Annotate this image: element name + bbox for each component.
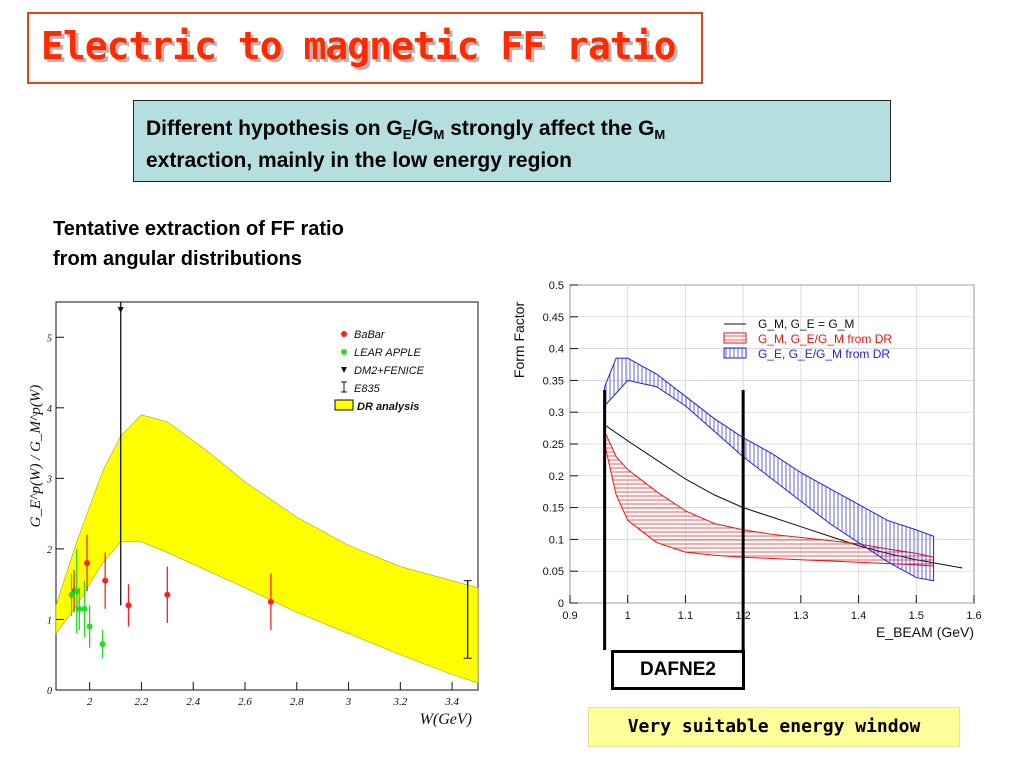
legend-marker	[341, 331, 347, 337]
legend-marker	[723, 347, 747, 359]
x-axis-label: W(GeV)	[420, 711, 472, 728]
info-box: Different hypothesis on GE/GM strongly a…	[133, 100, 891, 182]
legend-label: BaBar	[354, 329, 386, 341]
y-tick-label: 1	[47, 615, 52, 626]
y-tick-label: 4	[47, 404, 52, 415]
x-tick-label: 1.1	[678, 610, 693, 622]
y-axis-label: G_E^p(W) / G_M^p(W)	[28, 385, 44, 528]
data-point	[84, 560, 91, 567]
y-tick-label: 0.5	[549, 280, 564, 292]
legend-label: G_E, G_E/G_M from DR	[758, 347, 890, 361]
dafne2-label: DAFNE2	[611, 650, 745, 690]
y-tick-label: 0.2	[549, 471, 564, 483]
x-tick-label: 3.4	[444, 696, 459, 708]
slide-title: Electric to magnetic FF ratio	[41, 24, 676, 68]
caption-line-1: Tentative extraction of FF ratio	[53, 218, 344, 240]
info-text-part: Different hypothesis on G	[146, 117, 403, 140]
legend-marker	[341, 367, 347, 373]
x-tick-label: 2.2	[135, 696, 149, 708]
y-tick-label: 0.3	[549, 407, 564, 419]
data-point	[73, 588, 80, 595]
dr-analysis-band	[55, 414, 479, 684]
x-tick-label: 2.4	[186, 696, 200, 708]
legend-label: G_M, G_E = G_M	[758, 317, 854, 331]
y-tick-label: 0.25	[543, 439, 564, 451]
x-tick-label: 2	[87, 696, 93, 708]
x-tick-label: 1.6	[966, 610, 981, 622]
data-point	[102, 577, 109, 584]
data-point	[267, 598, 274, 605]
x-tick-label: 1	[625, 610, 631, 622]
info-subscript: M	[654, 127, 666, 142]
x-axis-label: E_BEAM (GeV)	[876, 624, 974, 640]
data-point	[164, 591, 171, 598]
form-factor-plot: 0.911.11.21.31.41.51.600.050.10.150.20.2…	[511, 280, 982, 650]
y-axis-label: Form Factor	[511, 302, 527, 379]
y-tick-label: 5	[47, 333, 52, 344]
y-tick-label: 0	[558, 598, 564, 610]
legend-label: G_M, G_E/G_M from DR	[758, 332, 892, 346]
x-tick-label: 0.9	[562, 610, 577, 622]
x-tick-label: 3	[345, 696, 352, 708]
x-tick-label: 1.3	[793, 610, 808, 622]
x-tick-label: 3.2	[392, 696, 407, 708]
data-point	[81, 605, 88, 612]
legend-label: DR analysis	[357, 401, 419, 413]
data-point	[68, 591, 75, 598]
title-box: Electric to magnetic FF ratio	[27, 12, 703, 84]
info-text-part: strongly affect the G	[444, 117, 655, 140]
caption-line-2: from angular distributions	[53, 248, 302, 270]
data-point	[99, 641, 106, 648]
data-point	[76, 605, 83, 612]
y-tick-label: 3	[46, 474, 52, 485]
legend-marker	[341, 349, 347, 355]
legend-label: LEAR APPLE	[354, 347, 422, 359]
y-tick-label: 0.45	[543, 312, 564, 324]
data-point	[86, 623, 93, 630]
x-tick-label: 1.5	[909, 610, 924, 622]
y-tick-label: 0.15	[543, 503, 564, 515]
info-subscript: M	[433, 127, 445, 142]
band-ge-dr	[604, 357, 935, 582]
data-point	[125, 602, 132, 609]
y-tick-label: 0.05	[543, 566, 564, 578]
info-line-1: Different hypothesis on GE/GM strongly a…	[146, 113, 878, 145]
y-tick-label: 0	[47, 686, 52, 697]
legend-marker	[723, 332, 747, 344]
y-tick-label: 2	[47, 545, 52, 556]
info-text-part: /G	[411, 117, 434, 140]
x-tick-label: 2.6	[238, 696, 252, 708]
ratio-plot: 2 2.2 2.4 2.6 2.8 3 3.2 3.4 0 1 2 3 4 5 W(GeV) G_E^p(W)…	[28, 301, 479, 728]
y-tick-label: 0.1	[549, 534, 564, 546]
energy-window-note: Very suitable energy window	[588, 707, 960, 747]
y-tick-label: 0.35	[543, 375, 564, 387]
x-tick-label: 2.8	[290, 696, 304, 708]
info-subscript: E	[402, 127, 412, 142]
data-point	[117, 307, 124, 314]
plot-caption: Tentative extraction of FF ratio from an…	[53, 214, 453, 274]
legend-marker	[334, 399, 354, 411]
info-line-2: extraction, mainly in the low energy reg…	[146, 149, 572, 172]
y-tick-label: 0.4	[549, 344, 564, 356]
x-tick-label: 1.4	[851, 610, 866, 622]
legend-label: E835	[354, 383, 381, 395]
legend-label: DM2+FENICE	[354, 365, 425, 377]
